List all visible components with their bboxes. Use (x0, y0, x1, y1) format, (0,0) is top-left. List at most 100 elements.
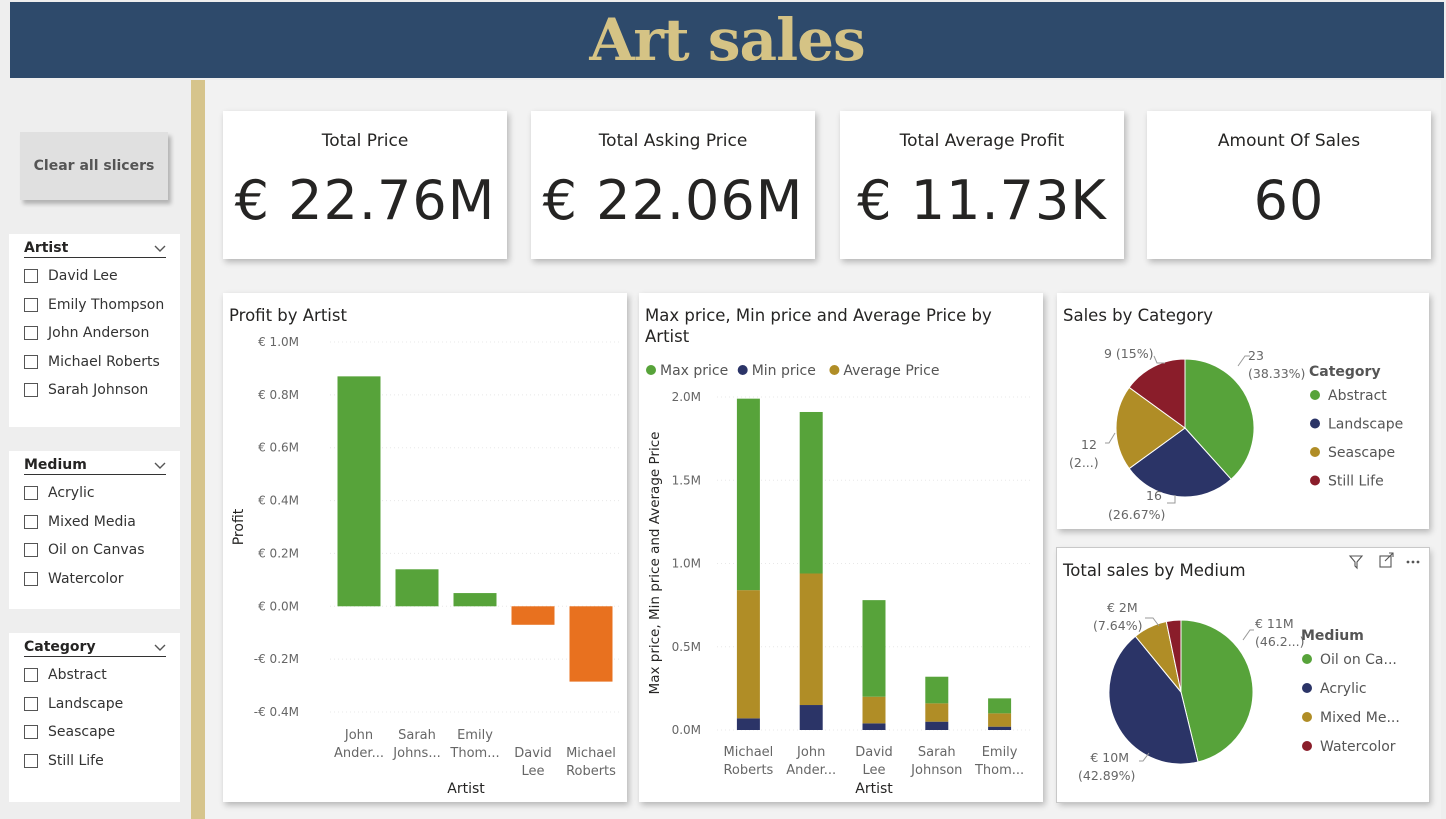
checkbox[interactable] (24, 571, 38, 586)
checkbox[interactable] (24, 297, 38, 312)
leader-line (1153, 355, 1165, 364)
kpi-title: Total Price (321, 131, 409, 151)
legend-marker (1302, 654, 1312, 664)
checkbox[interactable] (24, 543, 38, 558)
checkbox[interactable] (24, 383, 38, 398)
slicer-item-still-life[interactable]: Still Life (24, 747, 166, 776)
checkbox[interactable] (24, 269, 38, 284)
slicer-item-mixed-media[interactable]: Mixed Media (24, 508, 166, 537)
leader-line (1105, 432, 1116, 444)
y-tick-label: 2.0M (672, 390, 701, 404)
chevron-down-icon[interactable] (154, 641, 166, 653)
profit-by-artist-chart: € 1.0M € 0.8M € 0.6M € 0.4M € 0.2M € 0.0M -€ 0… (231, 335, 620, 797)
data-label: (42.89%) (1078, 768, 1135, 783)
slicer-title: Category (24, 638, 96, 655)
chevron-down-icon[interactable] (154, 459, 166, 471)
y-tick-label: 1.5M (672, 473, 701, 487)
data-label: 9 (15%) (1104, 346, 1153, 361)
bar-segment (925, 721, 949, 730)
slicer-item-john-anderson[interactable]: John Anderson (24, 319, 166, 348)
slicer-item-landscape[interactable]: Landscape (24, 690, 166, 719)
sales-by-category-chart: Category Abstract Landscape Seascape Still L… (1069, 346, 1403, 522)
focus-mode-icon[interactable] (1379, 552, 1394, 568)
data-label: (46.2...) (1255, 634, 1305, 649)
legend-label: Min price (752, 363, 816, 379)
checkbox[interactable] (24, 326, 38, 341)
pie-slice (1184, 358, 1255, 480)
bar-segment (736, 398, 760, 591)
x-tick-label: David (855, 745, 893, 760)
slicer-item-acrylic[interactable]: Acrylic (24, 479, 166, 508)
bar-segment (925, 703, 949, 722)
bar-segment (799, 573, 823, 706)
checkbox[interactable] (24, 696, 38, 711)
slicer-item-oil-on-canvas[interactable]: Oil on Canvas (24, 536, 166, 565)
bar-segment (988, 726, 1012, 730)
leader-line (1139, 752, 1150, 762)
legend-marker (1310, 418, 1320, 429)
kpi-title: Amount Of Sales (1217, 131, 1361, 151)
x-tick-label: Roberts (723, 763, 773, 778)
data-label: 16 (1146, 488, 1162, 503)
slicer-item-emily-thompson[interactable]: Emily Thompson (24, 291, 166, 320)
legend-marker (1302, 712, 1312, 722)
category-slicer: Category Abstract Landscape Seascape Sti… (9, 633, 180, 802)
total-sales-by-medium-panel: Total sales by Medium Medium Oil on Ca...… (1056, 547, 1430, 803)
legend-marker (1302, 741, 1312, 751)
slicer-title: Medium (24, 456, 87, 473)
legend-marker (1310, 475, 1320, 486)
slicer-header[interactable]: Category (24, 637, 166, 657)
checkbox[interactable] (24, 753, 38, 768)
x-tick-label: Thom... (449, 746, 499, 761)
slicer-header[interactable]: Medium (24, 455, 166, 475)
legend-label: Watercolor (1320, 739, 1396, 755)
slicer-item-david-lee[interactable]: David Lee (24, 262, 166, 291)
legend-marker (646, 365, 656, 375)
bar-segment (736, 718, 760, 730)
checkbox[interactable] (24, 514, 38, 529)
slicer-header[interactable]: Artist (24, 238, 166, 258)
slicer-item-seascape[interactable]: Seascape (24, 718, 166, 747)
sales-by-category-panel: Sales by Category Category Abstract Landsc… (1057, 293, 1429, 529)
legend-label: Mixed Me... (1320, 710, 1400, 726)
x-tick-label: Sarah (918, 745, 956, 760)
bar-segment (862, 696, 886, 724)
data-label: € 2M (1107, 600, 1138, 615)
x-tick-label: Thom... (974, 763, 1024, 778)
slicer-item-abstract[interactable]: Abstract (24, 661, 166, 690)
kpi-card-total-price: Total Price € 22.76M (223, 111, 507, 259)
checkbox[interactable] (24, 668, 38, 683)
pie-slice (1115, 386, 1186, 470)
y-tick-label: € 0.0M (258, 599, 299, 613)
kpi-value: 60 (1253, 169, 1325, 232)
y-tick-label: 0.0M (672, 723, 701, 737)
bar-segment (988, 713, 1012, 727)
checkbox[interactable] (24, 486, 38, 501)
x-tick-label: John (344, 728, 373, 743)
legend-title: Category (1309, 364, 1381, 380)
y-tick-label: € 0.4M (258, 494, 299, 508)
legend-marker (829, 365, 840, 375)
slicer-item-sarah-johnson[interactable]: Sarah Johnson (24, 376, 166, 405)
slicer-item-watercolor[interactable]: Watercolor (24, 565, 166, 594)
data-label: 12 (1081, 437, 1097, 452)
total-sales-by-medium-chart: Medium Oil on Ca... Acrylic Mixed Me... Wate… (1078, 600, 1400, 783)
checkbox[interactable] (24, 725, 38, 740)
legend-label: Abstract (1328, 388, 1387, 404)
data-label: € 11M (1255, 616, 1294, 631)
clear-all-slicers-button[interactable]: Clear all slicers (20, 132, 168, 200)
chevron-down-icon[interactable] (154, 242, 166, 254)
price-by-artist-chart: Max price Min price Average Price 2.0M 1.5M 1… (646, 363, 1031, 797)
kpi-title: Total Asking Price (598, 131, 748, 151)
x-tick-label: Emily (457, 728, 493, 743)
data-label: (26.67%) (1108, 507, 1165, 522)
x-tick-label: Lee (862, 763, 885, 778)
checkbox[interactable] (24, 354, 38, 369)
legend-marker (1310, 447, 1320, 457)
more-options-icon[interactable] (1406, 560, 1420, 564)
filter-icon[interactable] (1348, 555, 1364, 570)
y-tick-label: 0.5M (672, 640, 701, 654)
slicer-item-michael-roberts[interactable]: Michael Roberts (24, 348, 166, 377)
x-tick-label: Michael (724, 745, 774, 760)
x-tick-label: Ander... (334, 746, 384, 761)
